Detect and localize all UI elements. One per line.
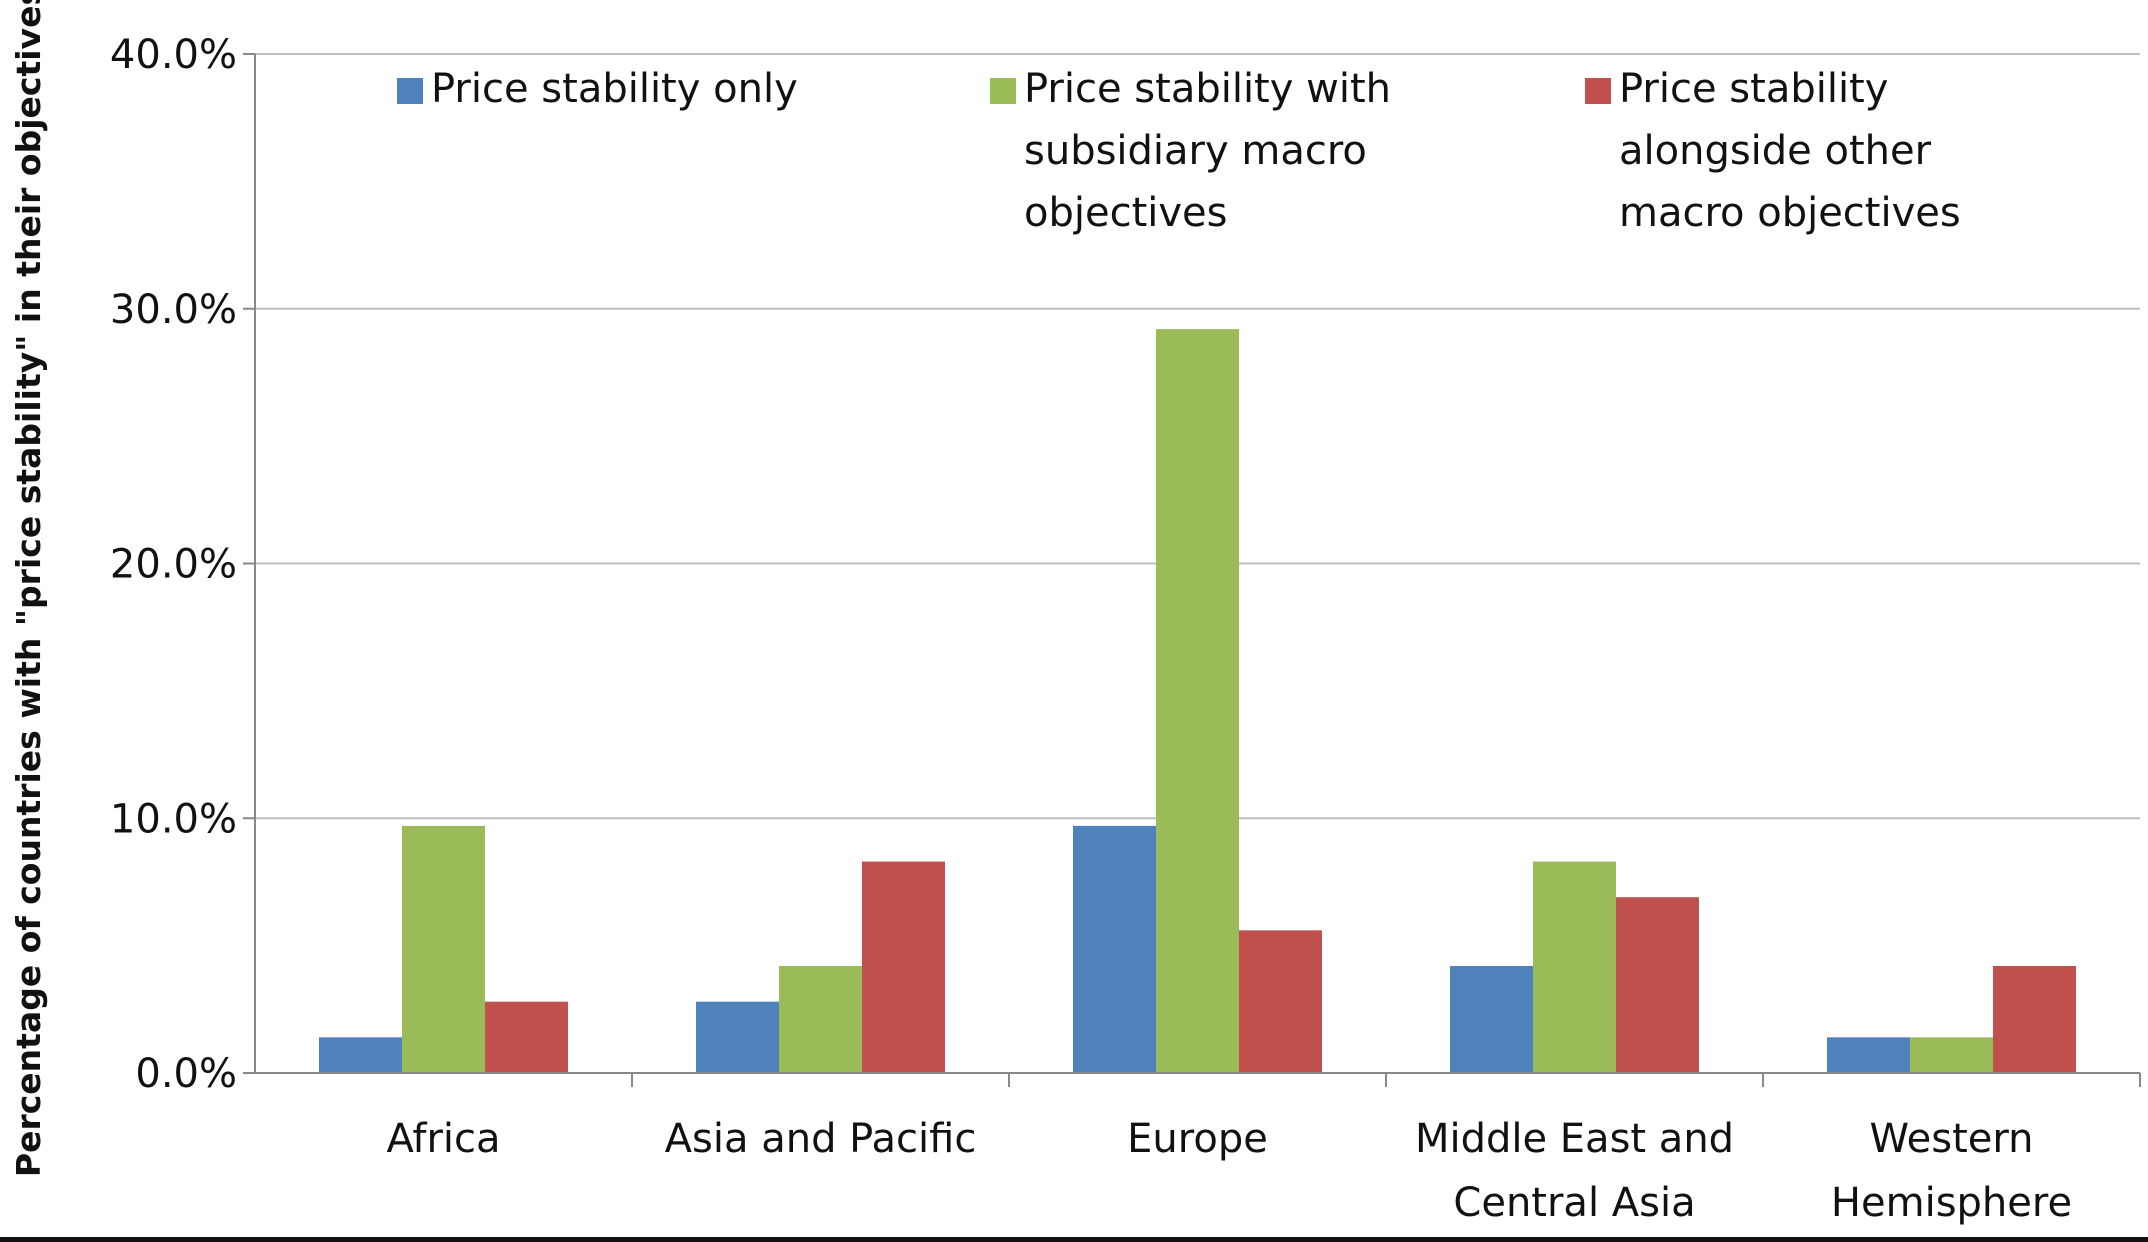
y-tick-label: 10.0% xyxy=(110,796,237,842)
x-tick-label: Europe xyxy=(1127,1116,1268,1162)
x-tick-label: Central Asia xyxy=(1453,1180,1695,1226)
bar xyxy=(696,1001,779,1073)
bar xyxy=(1239,930,1322,1073)
y-tick-label: 0.0% xyxy=(135,1051,237,1097)
bar xyxy=(862,861,945,1073)
legend-label: alongside other xyxy=(1619,128,1932,174)
x-tick-label: Hemisphere xyxy=(1831,1180,2072,1226)
bar xyxy=(319,1037,402,1073)
legend-label: macro objectives xyxy=(1619,190,1961,236)
bar xyxy=(1450,966,1533,1073)
axes: 0.0% 10.0% 20.0% 30.0% 40.0% Africa Asia and P… xyxy=(110,32,2141,1226)
bar xyxy=(1073,825,1156,1073)
y-tick-label: 20.0% xyxy=(110,542,237,588)
bar xyxy=(1910,1037,1993,1073)
bottom-border xyxy=(0,1237,2148,1242)
x-tick-label: Asia and Pacific xyxy=(665,1116,977,1162)
bar xyxy=(779,966,862,1073)
bar xyxy=(1533,861,1616,1073)
x-tick-label: Africa xyxy=(386,1116,500,1162)
bar xyxy=(402,825,485,1073)
y-tick-label: 40.0% xyxy=(110,32,237,78)
legend-swatch xyxy=(990,78,1016,104)
legend-label: objectives xyxy=(1024,190,1228,236)
bars xyxy=(319,329,2076,1073)
x-tick-label: Middle East and xyxy=(1415,1116,1734,1162)
bar xyxy=(1616,897,1699,1073)
legend-label: subsidiary macro xyxy=(1024,128,1367,174)
bar xyxy=(1156,329,1239,1073)
legend-swatch xyxy=(1585,78,1611,104)
legend-label: Price stability xyxy=(1619,66,1888,112)
legend-swatch xyxy=(397,78,423,104)
legend-label: Price stability with xyxy=(1024,66,1391,112)
x-tick-label: Western xyxy=(1869,1116,2033,1162)
y-axis-label: Percentage of countries with "price stab… xyxy=(9,0,48,1177)
legend-label: Price stability only xyxy=(431,66,798,112)
legend: Price stability only Price stability with… xyxy=(397,66,1961,236)
bar xyxy=(1993,966,2076,1073)
bar xyxy=(1827,1037,1910,1073)
y-tick-label: 30.0% xyxy=(110,287,237,333)
bar xyxy=(485,1001,568,1073)
